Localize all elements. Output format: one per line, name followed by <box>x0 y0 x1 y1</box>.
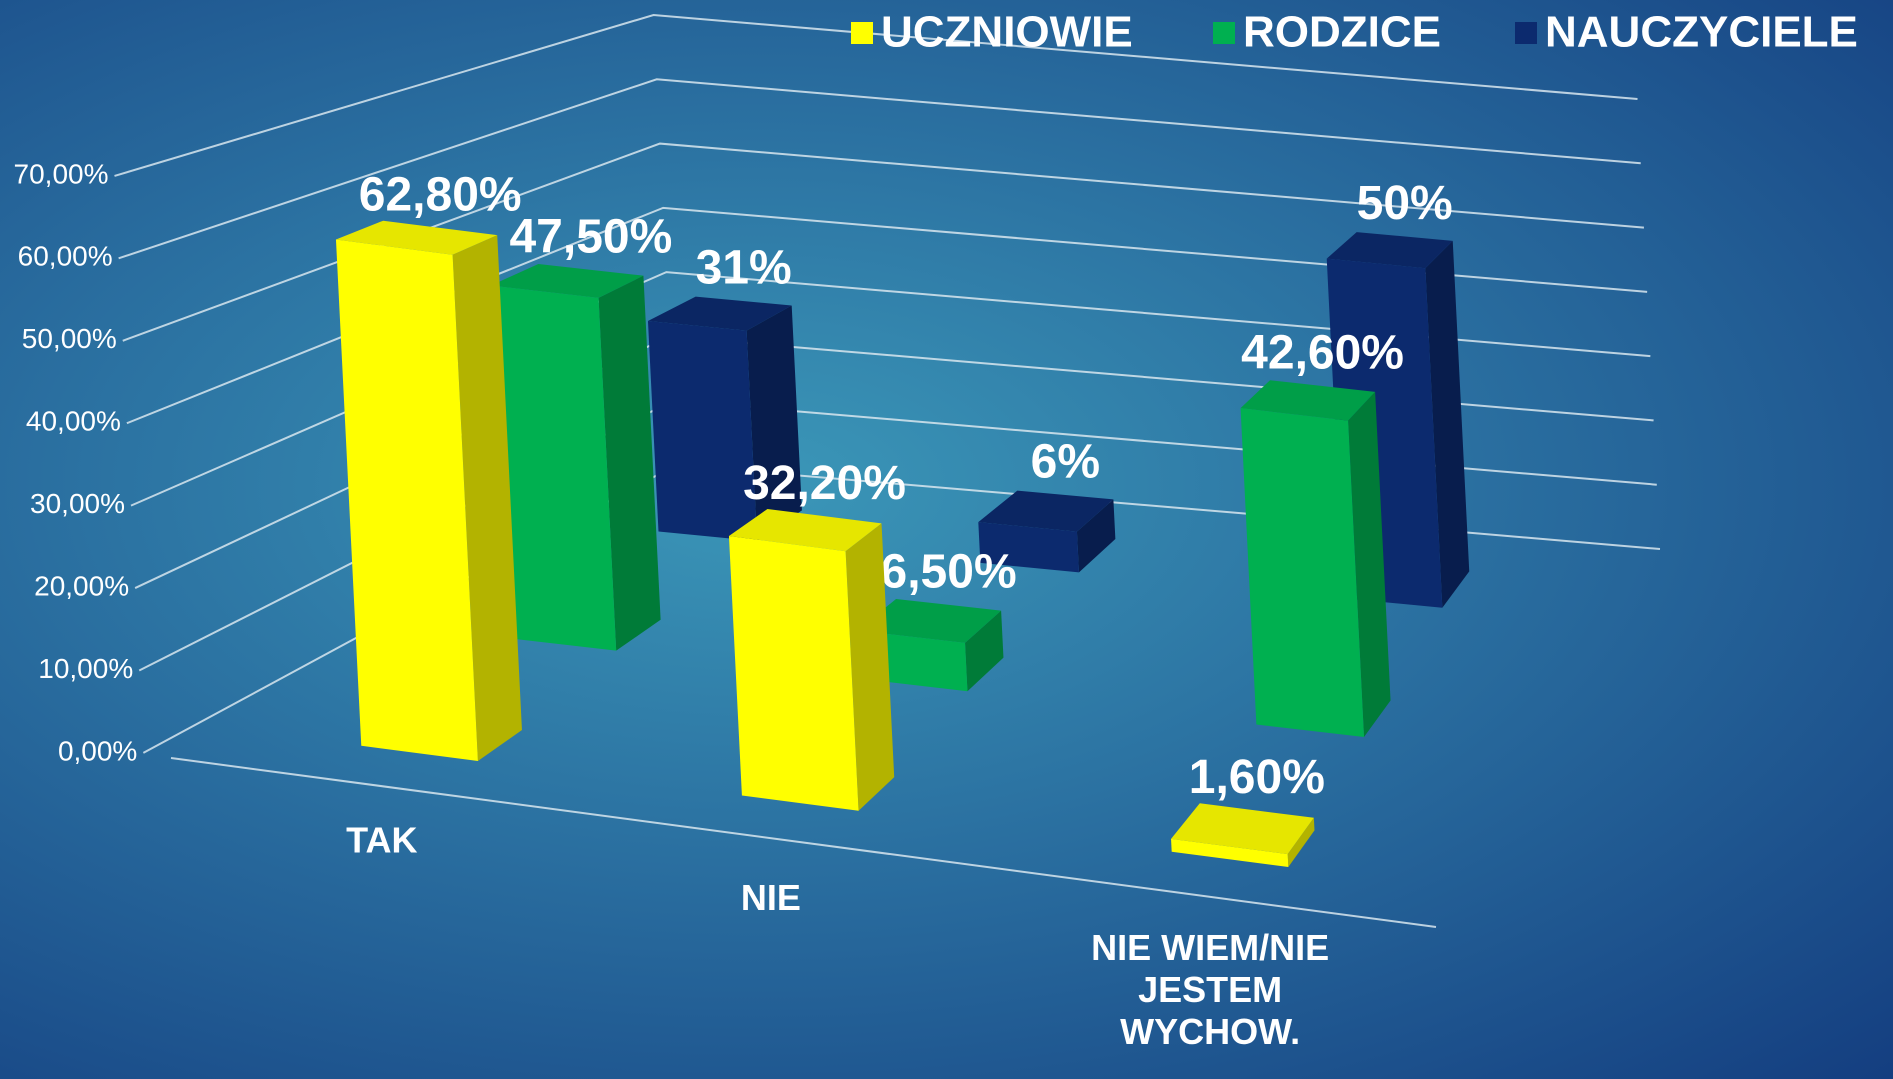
bar <box>728 535 859 811</box>
bar-side <box>965 610 1004 692</box>
bar-top <box>335 220 498 255</box>
bar-side <box>746 305 802 542</box>
bar-top <box>647 296 792 331</box>
bar-side <box>1287 817 1315 867</box>
value-label: 31% <box>696 242 792 295</box>
legend-label: UCZNIOWIE <box>881 8 1133 57</box>
bar-top <box>490 264 644 298</box>
bar-side <box>1348 391 1391 737</box>
x-tick-label: TAK <box>346 820 417 861</box>
y-tick-label: 0,00% <box>58 735 137 766</box>
value-label: 42,60% <box>1241 327 1404 380</box>
bar-side <box>452 235 522 762</box>
grid-line <box>118 78 1641 260</box>
bar-side <box>598 275 661 651</box>
grid-line <box>114 13 1638 177</box>
value-label: 47,50% <box>509 210 672 263</box>
legend-label: RODZICE <box>1243 8 1441 57</box>
bar-top <box>1240 380 1376 421</box>
y-tick-label: 20,00% <box>34 570 129 601</box>
bar <box>978 522 1079 573</box>
y-tick-label: 60,00% <box>18 241 113 272</box>
bar <box>335 239 478 762</box>
bar-top <box>728 508 882 552</box>
bar <box>1240 408 1365 737</box>
bar-side <box>1076 499 1116 573</box>
grid-line <box>126 206 1648 425</box>
x-tick-label: NIE <box>741 877 801 918</box>
legend-swatch <box>851 22 873 44</box>
bar-top <box>857 598 1002 643</box>
bar <box>1171 838 1289 867</box>
value-label: 62,80% <box>359 169 522 222</box>
legend-swatch <box>1515 22 1537 44</box>
grid-line <box>130 271 1651 507</box>
value-label: 1,60% <box>1189 751 1325 804</box>
y-tick-label: 70,00% <box>14 158 109 189</box>
bar-side <box>1425 240 1470 608</box>
bar <box>490 285 617 651</box>
grid-line <box>122 142 1645 342</box>
x-tick-label: NIE WIEM/NIE JESTEM WYCHOW. <box>1091 926 1330 1052</box>
bar-side <box>845 523 895 811</box>
value-label: 6,50% <box>881 545 1017 598</box>
value-label: 32,20% <box>743 457 906 510</box>
y-tick-label: 50,00% <box>22 323 117 354</box>
y-tick-label: 10,00% <box>38 653 133 684</box>
bar-top <box>1326 232 1453 269</box>
value-label: 6% <box>1031 436 1100 489</box>
legend-swatch <box>1213 22 1235 44</box>
value-label: 50% <box>1357 177 1453 230</box>
floor-edge <box>170 757 1437 928</box>
bar-top <box>978 490 1114 532</box>
legend-label: NAUCZYCIELE <box>1545 8 1858 57</box>
y-tick-label: 30,00% <box>30 488 125 519</box>
bar-top <box>1171 803 1314 855</box>
y-tick-label: 40,00% <box>26 406 121 437</box>
bar <box>647 320 758 542</box>
